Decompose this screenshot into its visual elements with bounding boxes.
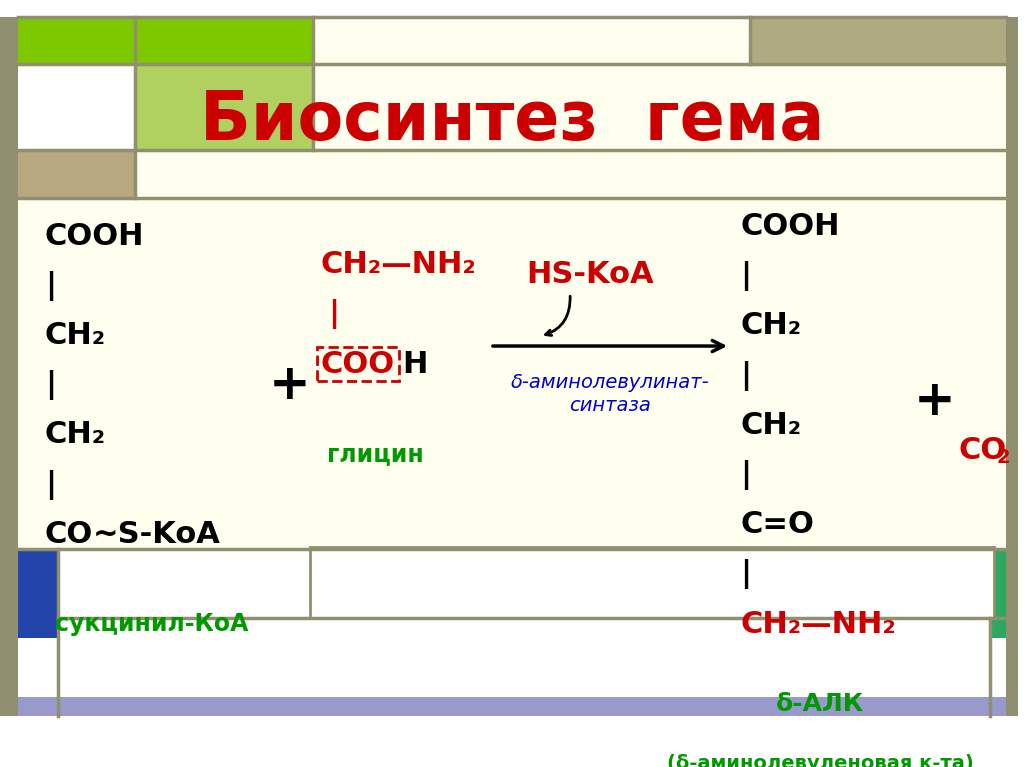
- Text: (δ-аминолевуленовая к-та): (δ-аминолевуленовая к-та): [667, 754, 974, 767]
- Bar: [1006, 17, 1018, 716]
- Text: δ-аминолевулинат-: δ-аминолевулинат-: [511, 373, 710, 392]
- Text: ~S-KoA: ~S-KoA: [93, 520, 221, 549]
- Text: |: |: [45, 469, 56, 499]
- Text: +: +: [269, 361, 311, 410]
- Text: |: |: [740, 360, 752, 390]
- Bar: [0, 17, 18, 716]
- Bar: [18, 548, 1006, 716]
- Text: COOH: COOH: [45, 222, 144, 251]
- Text: CH₂—NH₂: CH₂—NH₂: [740, 610, 896, 639]
- Bar: [18, 697, 1006, 716]
- Text: глицин: глицин: [327, 442, 423, 466]
- Text: Биосинтез  гема: Биосинтез гема: [200, 88, 824, 154]
- Text: |: |: [45, 370, 56, 400]
- Text: COO: COO: [319, 350, 394, 379]
- Text: |: |: [740, 559, 752, 590]
- Bar: [18, 64, 135, 150]
- Bar: [750, 17, 1006, 64]
- Text: CO: CO: [45, 520, 93, 549]
- Text: C=O: C=O: [740, 510, 814, 539]
- Bar: [18, 17, 313, 64]
- Bar: [18, 150, 135, 198]
- Bar: [310, 547, 994, 618]
- Bar: [990, 548, 1006, 637]
- Text: |: |: [45, 271, 56, 301]
- Bar: [18, 548, 58, 637]
- Text: H: H: [402, 350, 427, 379]
- Text: +: +: [914, 377, 955, 424]
- Text: 2: 2: [997, 449, 1011, 467]
- Bar: [135, 64, 313, 150]
- Text: HS-KoA: HS-KoA: [526, 260, 653, 289]
- Text: δ-АЛК: δ-АЛК: [776, 692, 864, 716]
- Text: |: |: [740, 460, 752, 490]
- Text: COOH: COOH: [740, 212, 840, 241]
- Text: CH₂: CH₂: [45, 321, 106, 350]
- Text: сукцинил-КоА: сукцинил-КоА: [55, 612, 249, 636]
- Text: CH₂: CH₂: [740, 311, 801, 341]
- Text: CH₂—NH₂: CH₂—NH₂: [319, 250, 476, 279]
- Text: |: |: [328, 299, 339, 330]
- Text: CH₂: CH₂: [740, 411, 801, 439]
- Text: CO: CO: [958, 436, 1007, 465]
- Text: синтаза: синтаза: [569, 396, 651, 415]
- Text: |: |: [740, 262, 752, 291]
- Bar: [317, 347, 399, 381]
- Text: CH₂: CH₂: [45, 420, 106, 449]
